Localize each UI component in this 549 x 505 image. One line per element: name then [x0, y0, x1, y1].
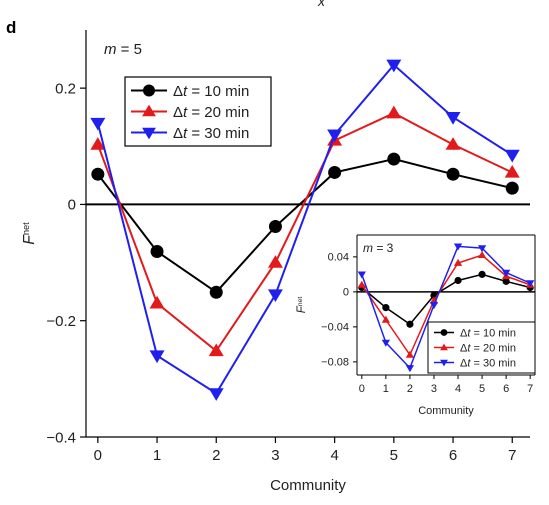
inset-x-tick-label: 6: [503, 383, 509, 395]
main-data-point: [504, 164, 520, 178]
main-annotation: m = 5: [104, 41, 142, 58]
inset-data-point: [429, 302, 439, 310]
top-cut-label: x: [317, 0, 326, 9]
main-x-tick-label: 5: [390, 447, 398, 464]
inset-x-tick-label: 2: [407, 383, 413, 395]
main-x-tick-label: 7: [508, 447, 516, 464]
inset-series-line-2: [361, 245, 531, 370]
main-data-point: [149, 295, 165, 309]
main-data-point: [327, 129, 343, 143]
main-series-line-1: [96, 112, 513, 353]
inset-x-tick-label: 1: [383, 383, 389, 395]
main-data-point: [90, 137, 106, 150]
main-data-point: [90, 117, 106, 131]
inset-x-tick-label: 0: [359, 383, 365, 395]
main-x-axis-label: Community: [270, 477, 346, 494]
inset-data-point: [454, 276, 462, 285]
inset-data-point: [453, 243, 463, 251]
inset-y-tick-label: −0.08: [321, 357, 349, 369]
main-data-point: [208, 388, 224, 401]
inset-data-point: [357, 280, 366, 288]
main-y-tick-label: −0.4: [46, 429, 76, 446]
main-y-tick-label: 0.2: [55, 80, 76, 97]
main-x-tick-label: 1: [153, 447, 161, 464]
main-legend-label: Δt = 20 min: [173, 104, 249, 121]
inset-legend-label: Δt = 30 min: [460, 357, 516, 369]
inset-data-point: [526, 280, 535, 288]
inset-data-point: [382, 304, 390, 312]
inset-y-tick-label: 0.04: [328, 252, 349, 264]
inset-data-point: [453, 258, 463, 266]
inset-x-tick-label: 5: [479, 383, 485, 395]
inset-x-axis-label: Community: [418, 405, 474, 417]
inset-series-line-0: [361, 273, 531, 326]
main-data-point: [267, 289, 283, 303]
main-data-point: [91, 167, 105, 181]
panel-label: d: [6, 18, 16, 37]
main-data-point: [445, 112, 461, 125]
main-data-point: [328, 165, 342, 179]
inset-series-line-1: [361, 254, 531, 357]
main-data-point: [387, 152, 401, 166]
main-data-point: [150, 245, 164, 259]
main-x-tick-label: 3: [271, 447, 279, 464]
inset-legend-label: Δt = 20 min: [460, 342, 516, 354]
main-data-point: [268, 220, 282, 234]
inset-data-point: [478, 270, 486, 278]
inset-data-point: [477, 245, 487, 253]
main-data-point: [267, 255, 283, 268]
main-plot: 0.2 0 −0.2 −0.4 0 1 2 3 4 5 6 7 Community Fnet m = 5 Δt…: [21, 30, 530, 494]
inset-x-tick-label: 4: [455, 383, 461, 395]
main-data-point: [386, 105, 402, 119]
main-y-axis-label: Fnet: [21, 222, 38, 245]
main-data-point: [445, 137, 461, 150]
inset-data-point: [405, 365, 415, 373]
main-legend-label: Δt = 30 min: [173, 125, 249, 142]
inset-legend-marker: [440, 329, 448, 336]
inset-data-point: [381, 339, 391, 347]
main-series-line-2: [96, 63, 513, 395]
inset-legend-marker: [440, 359, 448, 367]
inset-data-point: [381, 315, 391, 323]
inset-data-point: [502, 277, 510, 285]
main-data-point: [505, 181, 519, 195]
main-data-point: [386, 59, 402, 73]
main-x-tick-label: 0: [94, 447, 102, 464]
main-legend-marker: [143, 84, 155, 97]
inset-x-tick-label: 3: [431, 383, 437, 395]
main-y-tick-label: 0: [68, 197, 76, 214]
inset-annotation: m = 3: [363, 241, 394, 255]
inset-plot: 0.04 0 −0.04 −0.08 0 1 2 3 4 5 6 7 Community Fnet m = …: [296, 234, 536, 417]
inset-legend-label: Δt = 10 min: [460, 327, 516, 339]
main-data-point: [504, 149, 520, 163]
main-legend-marker: [142, 104, 156, 117]
inset-data-point: [357, 271, 366, 279]
main-x-tick-label: 2: [212, 447, 220, 464]
main-x-tick-label: 4: [330, 447, 338, 464]
main-legend-label: Δt = 10 min: [173, 83, 249, 100]
inset-y-tick-label: 0: [343, 287, 349, 299]
inset-data-point: [406, 320, 414, 328]
inset-data-point: [501, 269, 511, 277]
main-data-point: [149, 350, 165, 364]
inset-legend-marker: [440, 343, 448, 351]
inset-data-point: [405, 350, 415, 358]
main-y-tick-label: −0.2: [46, 313, 76, 330]
inset-y-axis-label: Fnet: [296, 297, 308, 314]
main-legend-marker: [142, 127, 156, 140]
inset-x-tick-label: 7: [527, 383, 533, 395]
main-data-point: [446, 167, 460, 181]
main-x-tick-label: 6: [449, 447, 457, 464]
main-data-point: [208, 343, 224, 357]
inset-y-tick-label: −0.04: [321, 322, 349, 334]
inset-data-point: [477, 250, 487, 259]
main-data-point: [209, 285, 223, 299]
